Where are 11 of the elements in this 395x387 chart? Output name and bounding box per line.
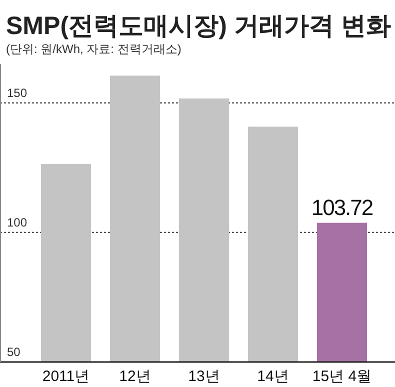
y-tick-label: 150 [7, 86, 28, 100]
x-tick-label: 12년 [119, 368, 151, 385]
x-tick-label: 13년 [188, 368, 220, 385]
x-tick-label: 2011년 [42, 368, 90, 385]
y-tick-label: 50 [7, 345, 21, 359]
data-label: 103.72 [311, 194, 374, 220]
x-tick-label: 14년 [257, 368, 289, 385]
chart-subtitle: (단위: 원/kWh, 자료: 전력거래소) [6, 42, 182, 56]
x-tick-label: 15년 4월 [312, 368, 372, 385]
chart-title: SMP(전력도매시장) 거래가격 변화 [6, 12, 391, 40]
y-tick-label: 100 [7, 215, 28, 230]
